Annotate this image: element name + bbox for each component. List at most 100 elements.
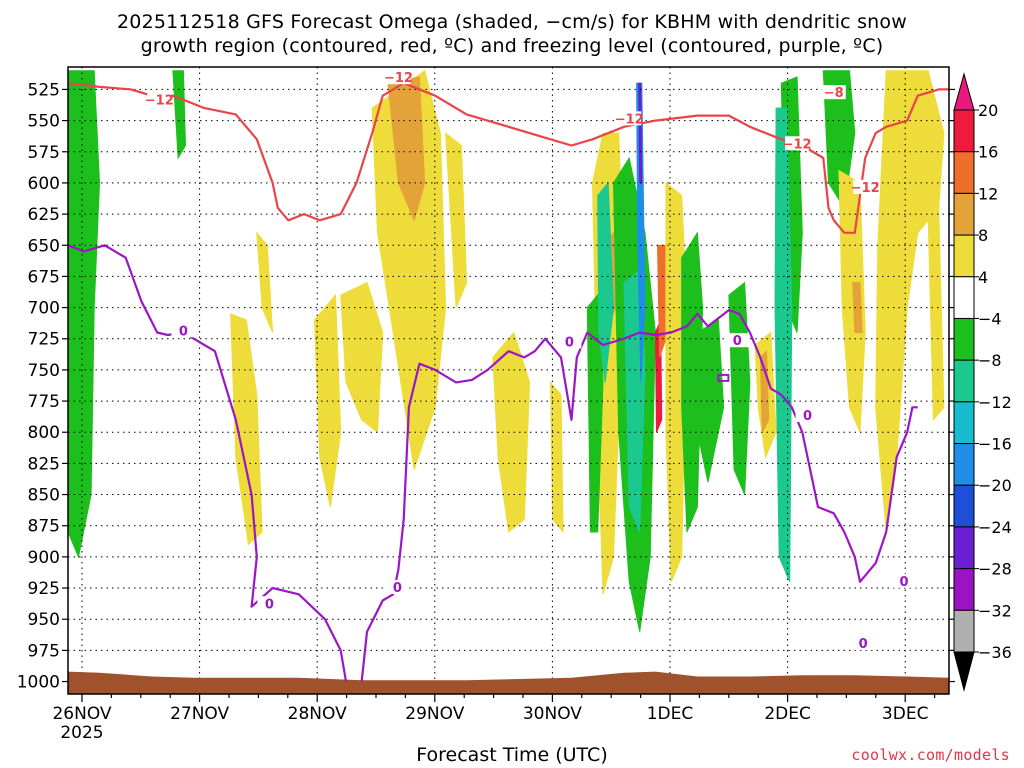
omega-shade-gold	[852, 282, 863, 333]
colorbar-swatch	[953, 443, 975, 486]
dsgz-contour-line	[68, 82, 949, 234]
y-tick-label: 900	[28, 548, 60, 568]
x-axis-title: Forecast Time (UTC)	[416, 744, 608, 766]
colorbar-swatch	[953, 234, 975, 278]
omega-shade-green	[586, 293, 604, 533]
dsgz-contour-label: −12	[615, 112, 644, 127]
chart-title-line2: growth region (contoured, red, ºC) and f…	[140, 35, 884, 57]
colorbar-swatch	[953, 276, 975, 319]
colorbar-label: −8	[978, 351, 1002, 370]
freezing-contour-label: 0	[265, 597, 274, 612]
omega-shade-yellow	[875, 70, 945, 533]
y-tick-label: 975	[28, 641, 60, 661]
omega-shade-gold	[759, 350, 770, 433]
x-tick-label: 27NOV	[170, 704, 229, 724]
colorbar-label: −16	[978, 435, 1012, 454]
colorbar-swatch	[953, 109, 975, 153]
axes: 525 550 575 600 625 650 675 700 725 750 775 800 825 8…	[17, 66, 955, 743]
dsgz-contour-label: −12	[783, 137, 812, 152]
colorbar-label: −12	[978, 393, 1012, 412]
y-tick-label: 525	[28, 80, 60, 100]
colorbar-top-arrow	[953, 72, 975, 111]
omega-shade-yellow	[927, 206, 945, 422]
credit-text: coolwx.com/models	[851, 746, 1010, 764]
dsgz-contour-label-bg	[386, 70, 411, 85]
y-tick-label: 775	[28, 392, 60, 412]
freezing-contour-label: 0	[803, 409, 812, 424]
freezing-contour-label: 0	[565, 335, 574, 350]
y-tick-label: 850	[28, 486, 60, 506]
plot-area: −12 −12 −12 −12 −12 −8 0 0 0 0 0 0 0 0	[68, 67, 949, 694]
omega-shade-green	[172, 70, 187, 160]
y-tick-label: 1000	[17, 673, 60, 693]
omega-shade-green	[68, 70, 101, 559]
colorbar-label: −24	[978, 518, 1012, 537]
x-tick-label: 28NOV	[288, 704, 347, 724]
colorbar-label: 8	[978, 226, 988, 245]
colorbar-swatch	[953, 484, 975, 528]
dsgz-contour-label-bg	[821, 85, 846, 100]
x-tick-label: 29NOV	[405, 704, 464, 724]
freezing-contour-label-bg	[171, 323, 196, 338]
y-tick-label: 700	[28, 299, 60, 319]
y-tick-label: 950	[28, 610, 60, 630]
omega-shade-yellow	[371, 69, 447, 470]
y-tick-label: 875	[28, 517, 60, 537]
colorbar-swatch	[953, 359, 975, 403]
freezing-level-small-contour	[717, 373, 730, 382]
y-tick-label: 550	[28, 112, 60, 132]
colorbar-label: −36	[978, 643, 1012, 662]
x-tick-sublabel: 2025	[60, 723, 103, 743]
colorbar-label: 20	[978, 101, 998, 120]
dsgz-contour-label-bg	[785, 136, 810, 151]
colorbar-swatch	[953, 526, 975, 570]
freezing-level-contour-line	[68, 244, 348, 682]
y-tick-label: 800	[28, 423, 60, 443]
colorbar-label: 12	[978, 184, 998, 203]
freezing-contour-label: 0	[393, 581, 402, 596]
freezing-contour-label: 0	[859, 637, 868, 652]
freezing-level-contour-line	[360, 309, 918, 682]
y-tick-label: 675	[28, 267, 60, 287]
omega-shade-green	[681, 231, 704, 533]
freezing-contour-label-bg	[725, 333, 750, 348]
ground-terrain	[68, 671, 949, 694]
colorbar-swatch	[953, 192, 975, 236]
omega-shade-gold	[387, 76, 426, 222]
plot-frame	[67, 66, 950, 695]
omega-shade-yellow	[230, 313, 263, 546]
freezing-contour-label-bg	[557, 334, 582, 349]
x-tick-label: 2DEC	[764, 704, 811, 724]
chart-title-line1: 2025112518 GFS Forecast Omega (shaded, −…	[117, 11, 907, 33]
freezing-contour-label: 0	[733, 334, 742, 349]
colorbar-label: 4	[978, 268, 988, 287]
colorbar-swatch	[953, 401, 975, 445]
colorbar-swatch	[953, 151, 975, 194]
colorbar-label: −28	[978, 560, 1012, 579]
freezing-contour-label-bg	[851, 636, 876, 651]
x-tick-label: 3DEC	[882, 704, 929, 724]
dsgz-contour-label: −8	[824, 86, 844, 101]
freezing-contour-label-bg	[385, 580, 410, 595]
y-tick-label: 625	[28, 205, 60, 225]
x-tick-label: 26NOV	[52, 704, 111, 724]
omega-shade-green	[822, 70, 856, 210]
x-tick-label: 1DEC	[647, 704, 694, 724]
freezing-contour-label-bg	[795, 408, 820, 423]
y-tick-label: 825	[28, 454, 60, 474]
y-tick-label: 575	[28, 143, 60, 163]
dsgz-contour-label-bg	[853, 179, 878, 194]
colorbar-swatch	[953, 609, 975, 653]
freezing-contour-label: 0	[179, 324, 188, 339]
dsgz-contour-label: −12	[851, 181, 880, 196]
dsgz-contour-label-bg	[617, 111, 642, 126]
freezing-contour-label: 0	[900, 575, 909, 590]
omega-shade-purple	[638, 82, 643, 184]
colorbar-label: −4	[978, 309, 1002, 328]
x-tick-label: 30NOV	[523, 704, 582, 724]
y-tick-label: 650	[28, 236, 60, 256]
y-tick-label: 750	[28, 361, 60, 381]
colorbar-label: 16	[978, 143, 998, 162]
colorbar-bottom-arrow	[953, 651, 975, 692]
